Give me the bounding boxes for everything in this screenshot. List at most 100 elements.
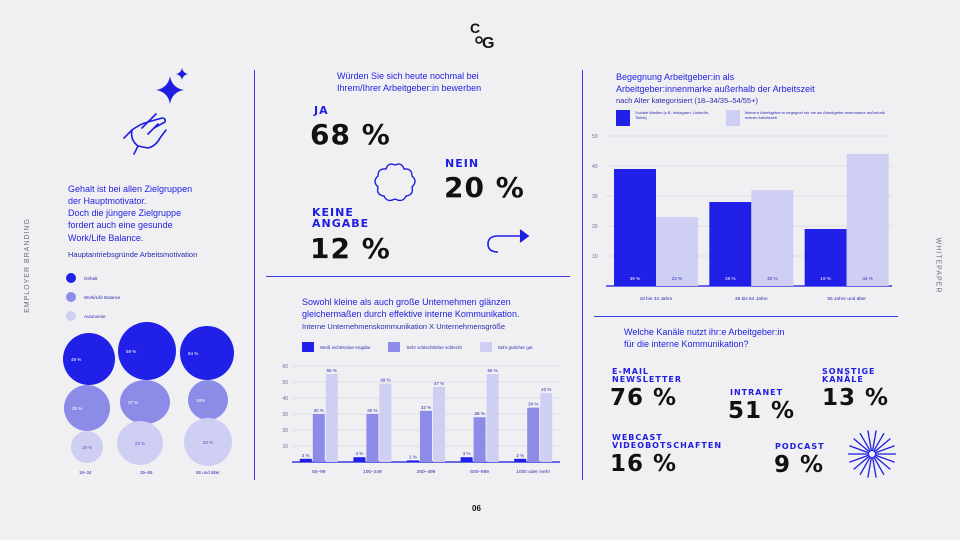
bar-2 [366,414,379,462]
starburst-ray [867,430,873,452]
encounter-title: Begegnung Arbeitgeber:in als Arbeitgeber… [616,72,815,94]
bar-2 [312,414,325,462]
sonstige-label: SONSTIGE KANÄLE [822,367,876,384]
intranet-label: INTRANET [730,388,784,397]
side-label-right: WHITEPAPER [934,237,942,294]
bar-value-label: 30 % [314,408,324,413]
legend-swatch-never [726,110,740,126]
bubble-gehalt-18-34: 49 % [63,333,115,385]
bar-value-label: 30 % [367,408,377,413]
bar-1 [804,229,847,286]
x-tick-label: 55 Jahre und älter [827,296,866,302]
nein-label: NEIN [445,157,480,170]
bar-value-label: 28 % [725,276,735,281]
bar-value-label: 2 % [302,453,310,458]
encounter-chart: 10 20 30 40 50 39 % 23 % 18 bis 34 Jahre 28 % 32 … [592,134,892,302]
starburst-ray [873,438,891,453]
starburst-ray [874,445,895,454]
divider-left [254,70,255,480]
money-hand-icon [118,108,174,165]
bar-value-label: 43 % [541,387,551,392]
y-tick-label: 10 [282,444,288,450]
starburst-ray [874,454,895,463]
y-tick-label: 20 [592,224,598,230]
bar-1 [614,169,656,286]
intranet-value: 51 % [728,398,796,424]
legend-swatch-schlecht [388,342,401,352]
x-tick-label: 500–999 [470,469,489,475]
bar-value-label: 23 % [672,276,682,281]
starburst-icon [846,428,898,485]
y-tick-label: 50 [282,380,288,386]
svg-text:C: C [470,20,480,36]
arrow-icon [486,226,534,261]
bar-3 [486,374,499,462]
divider-mid [266,276,570,277]
bar-value-label: 2 % [516,453,524,458]
bubble-work-18-34: 35 % [64,385,110,431]
y-tick-label: 40 [282,396,288,402]
bar-2 [656,217,698,286]
internal-comm-subtitle: Interne Unternehmenskommunikation X Unte… [302,322,506,331]
motivation-legend: Gehalt Work/Life Balance Autonomie [66,272,120,329]
x-tick-label: 250–499 [417,469,436,475]
email-value: 76 % [610,385,678,411]
internal-comm-chart: 10 20 30 40 50 60 2 % 30 % 55 % 50–99 3 % 30 % 49 % 1… [282,364,560,475]
bar-2 [473,417,486,462]
flower-icon [372,160,418,209]
y-tick-label: 40 [592,164,598,170]
bar-value-label: 55 % [327,368,337,373]
bar-value-label: 3 % [463,451,471,456]
bar-1 [514,458,527,462]
starburst-ray [871,430,877,452]
side-label-left: EMPLOYER BRANDING [23,218,31,313]
starburst-ray [859,456,872,476]
group-label-55: 55 und älter [196,470,220,475]
group-label-18-34: 18–34 [79,470,92,475]
y-tick-label: 30 [592,194,598,200]
internal-comm-title: Sowohl kleine als auch große Unternehmen… [302,297,520,320]
bar-value-label: 44 % [862,276,872,281]
bar-value-label: 3 % [356,451,364,456]
bar-3 [379,383,392,462]
bubble-work-55: 18% [188,380,228,420]
keine-label: KEINE ANGABE [312,206,370,230]
starburst-ray [849,445,870,454]
bar-1 [353,457,366,462]
starburst-ray [872,456,885,476]
y-tick-label: 50 [592,134,598,140]
sparkle-icon [152,66,192,113]
x-tick-label: 50–99 [312,469,326,475]
legend-swatch-social [616,110,630,126]
legend-swatch-gut [479,342,492,352]
sonstige-value: 13 % [822,385,890,411]
bar-value-label: 47 % [434,381,444,386]
divider-right-mid [594,316,898,317]
starburst-ray [853,438,871,453]
bar-value-label: 28 % [474,411,484,416]
starburst-ray [849,454,870,463]
starburst-ray [853,455,871,470]
podcast-label: PODCAST [775,442,825,451]
bubble-autonomie-18-34: 19 % [71,431,103,463]
x-tick-label: 18 bis 34 Jahre [640,296,673,302]
bar-1 [709,202,752,286]
logo: C G [468,20,502,52]
y-tick-label: 30 [282,412,288,418]
divider-right [582,70,583,480]
bar-value-label: 1 % [409,454,417,459]
bar-value-label: 49 % [380,378,390,383]
ja-label: JA [314,104,329,117]
bar-value-label: 32 % [421,405,431,410]
bar-2 [751,190,794,286]
y-tick-label: 10 [592,254,598,260]
y-tick-label: 20 [282,428,288,434]
bubble-gehalt-35-55: 59 % [118,322,176,380]
bar-2 [527,407,540,462]
bar-3 [433,386,445,462]
starburst-ray [872,432,885,452]
ja-value: 68 % [310,118,391,151]
legend-dot-gehalt [66,273,76,283]
bar-value-label: 32 % [767,276,777,281]
x-tick-label: 100–249 [363,469,382,475]
